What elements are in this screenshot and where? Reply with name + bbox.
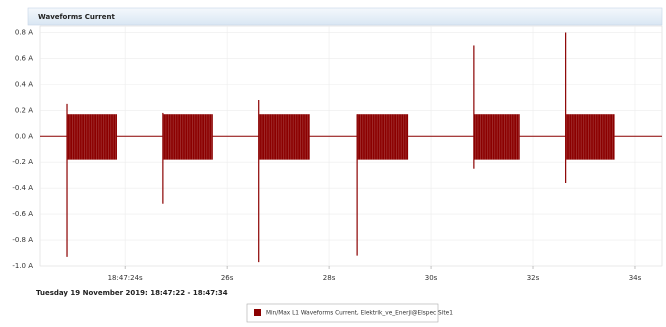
marks [40,32,662,263]
title-bar [27,7,663,26]
y-tick-label: -0.2 A [12,158,33,166]
grid [40,26,662,269]
legend-label: Min/Max L1 Waveforms Current, Elektrik_v… [266,311,453,317]
x-tick-label: 34s [629,274,642,282]
y-tick-label: -0.4 A [12,184,33,192]
plot-area [39,25,663,267]
waveform-texture [67,114,117,160]
legend-swatch [254,309,261,316]
x-tick-label: 26s [221,274,234,282]
legend-box [246,303,439,323]
waveform-texture [258,114,310,160]
x-tick-label: 32s [527,274,540,282]
x-tick-label: 28s [323,274,336,282]
y-tick-label: -0.6 A [12,210,33,218]
y-tick-label: -0.8 A [12,236,33,244]
waveform-texture [565,114,615,160]
y-tick-label: 0.4 A [15,80,33,88]
x-tick-label: 30s [425,274,438,282]
y-tick-label: 0.8 A [15,28,33,36]
y-tick-label: 0.2 A [15,106,33,114]
waveform-texture [162,114,213,160]
x-tick-label: 18:47:24s [108,274,143,282]
y-tick-label: 0.0 A [15,132,33,140]
y-tick-label: -1.0 A [12,262,33,270]
waveform-texture [473,114,520,160]
chart-subtitle: Tuesday 19 November 2019: 18:47:22 - 18:… [36,289,228,297]
chart-title: Waveforms Current [38,13,115,21]
legend: Min/Max L1 Waveforms Current, Elektrik_v… [254,309,453,317]
waveform-texture [357,114,409,160]
y-tick-label: 0.6 A [15,54,33,62]
